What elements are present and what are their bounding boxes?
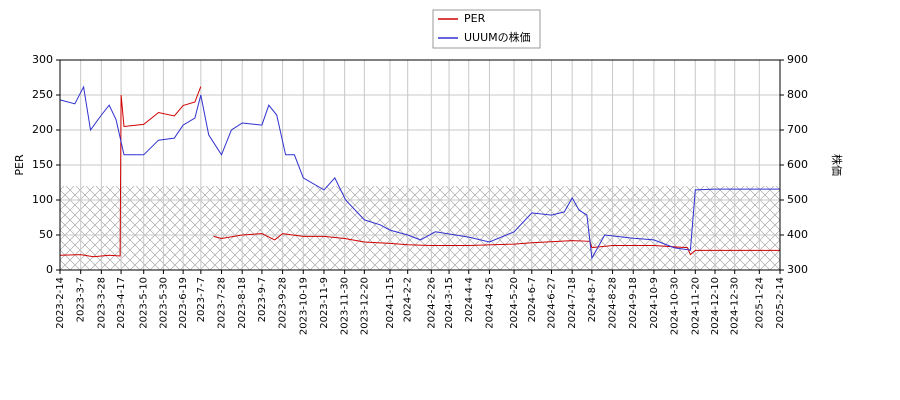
x-tick-label: 2025-2-14 bbox=[775, 277, 786, 329]
x-tick-label: 2023-9-28 bbox=[278, 277, 289, 329]
series-line bbox=[59, 85, 780, 260]
series-line bbox=[59, 86, 202, 258]
x-tick-label: 2023-9-7 bbox=[257, 277, 268, 322]
legend-label: UUUMの株価 bbox=[464, 30, 531, 44]
y2-tick-label: 900 bbox=[787, 53, 808, 66]
y2-tick-label: 800 bbox=[787, 88, 808, 101]
x-tick-label: 2023-10-19 bbox=[298, 277, 309, 335]
x-tick-label: 2024-4-4 bbox=[464, 277, 475, 322]
y2-axis-label: 株価 bbox=[830, 154, 844, 176]
x-tick-label: 2024-5-20 bbox=[509, 277, 520, 329]
series-line bbox=[213, 233, 780, 256]
y2-tick-label: 500 bbox=[787, 193, 808, 206]
x-tick-label: 2024-8-7 bbox=[587, 277, 598, 322]
x-tick-label: 2023-7-7 bbox=[196, 277, 207, 322]
x-tick-label: 2023-5-30 bbox=[158, 277, 169, 329]
x-tick-label: 2024-7-18 bbox=[567, 277, 578, 329]
x-tick-label: 2024-9-18 bbox=[628, 277, 639, 329]
y-tick-label: 150 bbox=[32, 158, 53, 171]
x-tick-label: 2024-6-7 bbox=[527, 277, 538, 322]
y-tick-label: 250 bbox=[32, 88, 53, 101]
shaded-band bbox=[60, 186, 780, 270]
x-tick-label: 2023-3-7 bbox=[76, 277, 87, 322]
x-tick-label: 2024-3-15 bbox=[444, 277, 455, 329]
x-tick-label: 2024-8-28 bbox=[608, 277, 619, 329]
x-tick-label: 2024-12-10 bbox=[710, 277, 721, 335]
plot bbox=[59, 59, 781, 271]
x-tick-label: 2024-1-15 bbox=[385, 277, 396, 329]
x-tick-label: 2023-4-17 bbox=[116, 277, 127, 329]
y2-tick-label: 300 bbox=[787, 263, 808, 276]
y2-tick-label: 400 bbox=[787, 228, 808, 241]
x-tick-label: 2023-11-9 bbox=[319, 277, 330, 329]
y-tick-label: 300 bbox=[32, 53, 53, 66]
x-tick-label: 2023-12-20 bbox=[359, 277, 370, 335]
x-tick-label: 2024-2-2 bbox=[403, 277, 414, 322]
x-tick-label: 2023-3-28 bbox=[96, 277, 107, 329]
x-tick-label: 2024-10-9 bbox=[649, 277, 660, 329]
x-tick-label: 2023-2-14 bbox=[55, 277, 66, 329]
y2-tick-label: 600 bbox=[787, 158, 808, 171]
x-tick-label: 2024-10-30 bbox=[670, 277, 681, 335]
y-tick-label: 100 bbox=[32, 193, 53, 206]
x-tick-label: 2024-2-26 bbox=[426, 277, 437, 329]
y2-tick-label: 700 bbox=[787, 123, 808, 136]
x-tick-label: 2023-11-30 bbox=[340, 277, 351, 335]
x-tick-label: 2023-7-28 bbox=[217, 277, 228, 329]
legend-label: PER bbox=[464, 12, 486, 25]
y-tick-label: 0 bbox=[46, 263, 53, 276]
legend bbox=[432, 9, 541, 49]
x-tick-label: 2024-11-20 bbox=[690, 277, 701, 335]
x-tick-label: 2024-4-25 bbox=[484, 277, 495, 329]
x-tick-label: 2024-6-27 bbox=[546, 277, 557, 329]
y-tick-label: 50 bbox=[39, 228, 53, 241]
x-tick-label: 2024-12-30 bbox=[730, 277, 741, 335]
x-tick-label: 2025-1-24 bbox=[754, 277, 765, 329]
x-tick-label: 2023-8-18 bbox=[237, 277, 248, 329]
x-tick-label: 2023-5-10 bbox=[139, 277, 150, 329]
x-tick-label: 2023-6-19 bbox=[178, 277, 189, 329]
y-axis-label: PER bbox=[13, 154, 26, 176]
y-tick-label: 200 bbox=[32, 123, 53, 136]
